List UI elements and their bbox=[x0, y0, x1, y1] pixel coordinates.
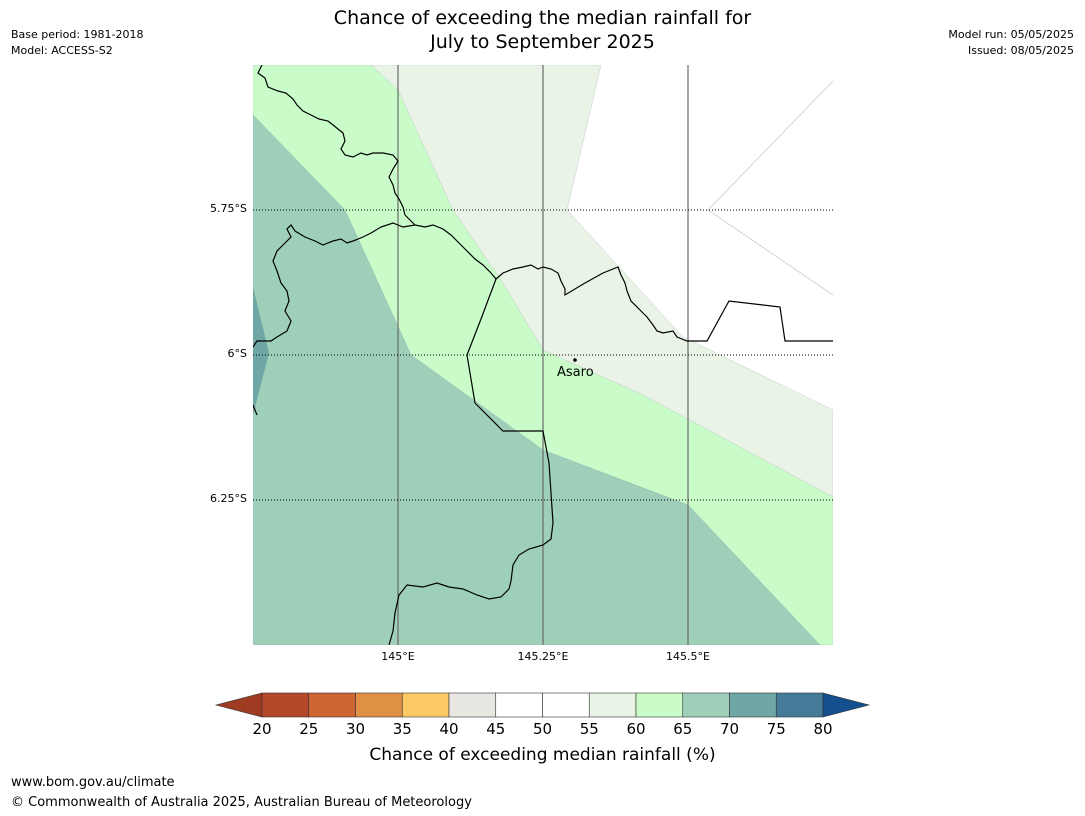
base-period: Base period: 1981-2018 bbox=[11, 28, 144, 41]
lon-label-14550: 145.5°E bbox=[666, 650, 710, 663]
colorbar-box-60-65 bbox=[635, 692, 684, 718]
colorbar-tick-label: 30 bbox=[345, 720, 366, 738]
map-title-line1: Chance of exceeding the median rainfall … bbox=[333, 7, 752, 29]
colorbar-box-50-55 bbox=[542, 692, 590, 718]
contour-line-lower bbox=[707, 209, 833, 296]
meta-left: Base period: 1981-2018 Model: ACCESS-S2 bbox=[11, 27, 143, 59]
issued-date: Issued: 08/05/2025 bbox=[967, 44, 1074, 57]
colorbar bbox=[214, 692, 871, 718]
colorbar-box-75-80 bbox=[775, 692, 824, 718]
model-run: Model run: 05/05/2025 bbox=[948, 28, 1074, 41]
colorbar-tick-label: 35 bbox=[392, 720, 412, 738]
place-label-asaro: Asaro bbox=[557, 365, 594, 380]
colorbar-box-30-35 bbox=[355, 692, 403, 718]
colorbar-box-65-70 bbox=[682, 692, 730, 718]
model-name: Model: ACCESS-S2 bbox=[11, 44, 113, 57]
colorbar-tick-label: 75 bbox=[766, 720, 786, 738]
colorbar-box-70-75 bbox=[729, 692, 777, 718]
meta-right: Model run: 05/05/2025 Issued: 08/05/2025 bbox=[948, 27, 1074, 59]
colorbar-box-45-50 bbox=[495, 692, 543, 718]
colorbar-extend-low bbox=[214, 692, 263, 718]
boundary-central bbox=[253, 222, 416, 348]
zone-70-75 bbox=[253, 287, 269, 415]
colorbar-tick-label: 50 bbox=[532, 720, 553, 738]
boundary-east bbox=[414, 224, 833, 342]
boundary-north bbox=[257, 65, 416, 226]
asaro-marker bbox=[573, 358, 577, 362]
rainfall-map bbox=[253, 65, 833, 645]
lat-label-600: 6°S bbox=[227, 347, 247, 360]
lat-label-575: 5.75°S bbox=[210, 202, 247, 215]
colorbar-tick-label: 80 bbox=[813, 720, 833, 738]
colorbar-tick-label: 70 bbox=[719, 720, 740, 738]
boundary-west-edge bbox=[253, 404, 258, 416]
colorbar-box-35-40 bbox=[401, 692, 450, 718]
boundary-south bbox=[388, 278, 554, 645]
colorbar-tick-label: 55 bbox=[579, 720, 599, 738]
colorbar-box-25-30 bbox=[308, 692, 356, 718]
contour-line-upper bbox=[707, 80, 833, 211]
colorbar-tick-label: 60 bbox=[626, 720, 646, 738]
footer-url[interactable]: www.bom.gov.au/climate bbox=[11, 775, 175, 790]
colorbar-extend-high bbox=[822, 692, 871, 718]
colorbar-tick-label: 45 bbox=[486, 720, 506, 738]
colorbar-title: Chance of exceeding median rainfall (%) bbox=[369, 745, 716, 765]
colorbar-box-20-25 bbox=[261, 692, 310, 718]
footer-copyright: © Commonwealth of Australia 2025, Austra… bbox=[11, 795, 472, 810]
lon-label-14500: 145°E bbox=[381, 650, 415, 663]
colorbar-tick-label: 20 bbox=[252, 720, 272, 738]
lon-label-14525: 145.25°E bbox=[517, 650, 569, 663]
lat-label-625: 6.25°S bbox=[210, 492, 247, 505]
map-title: Chance of exceeding the median rainfall … bbox=[0, 6, 1085, 54]
map-title-line2: July to September 2025 bbox=[430, 31, 655, 53]
colorbar-box-55-60 bbox=[588, 692, 637, 718]
colorbar-tick-label: 65 bbox=[673, 720, 693, 738]
zone-65-70 bbox=[253, 114, 821, 645]
colorbar-tick-label: 25 bbox=[299, 720, 319, 738]
colorbar-box-40-45 bbox=[448, 692, 497, 718]
colorbar-tick-label: 40 bbox=[439, 720, 459, 738]
